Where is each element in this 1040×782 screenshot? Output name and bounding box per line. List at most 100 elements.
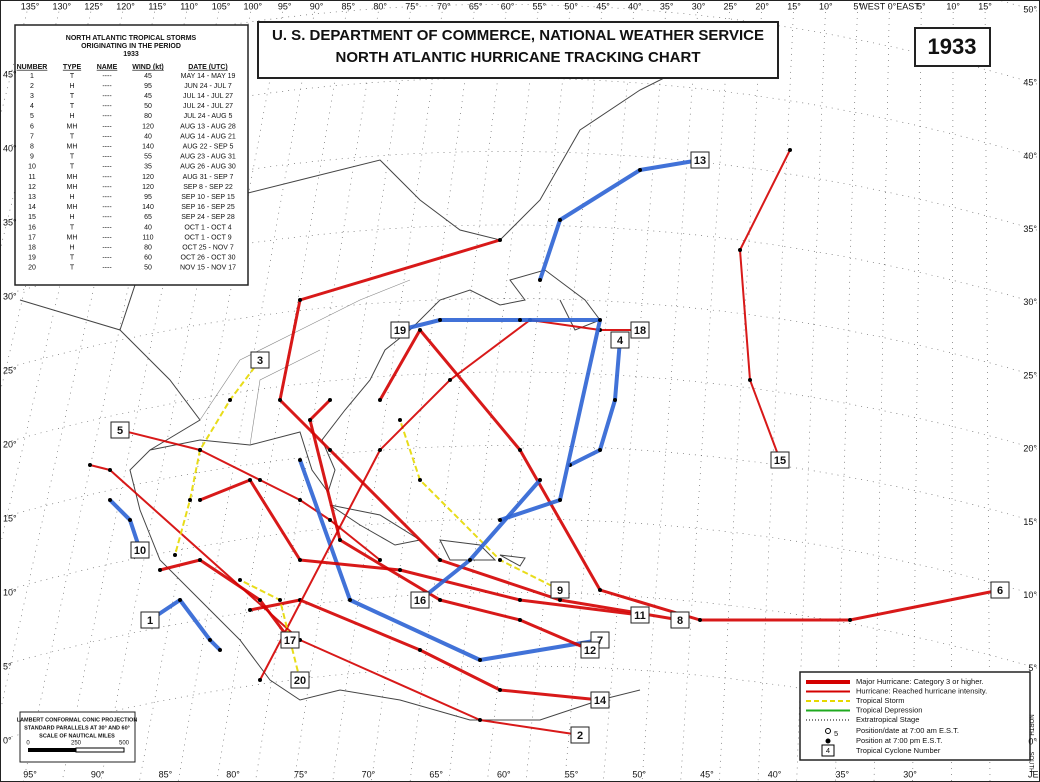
table-cell: ---- (102, 194, 112, 201)
left-degree-label: 35° (3, 217, 17, 227)
coast-east (149, 269, 601, 494)
table-frame (14, 24, 249, 286)
table-cell: 8 (30, 144, 34, 151)
position-dot (298, 298, 302, 302)
left-degree-label: 30° (3, 291, 17, 301)
bottom-degree-label: 35° (835, 769, 849, 779)
cyclone-number-box (570, 726, 590, 744)
legend-entry: Extratropical Stage (856, 715, 919, 724)
position-dot (518, 448, 522, 452)
position-dot (598, 448, 602, 452)
position-dot (258, 678, 262, 682)
legend-sample: 5 (834, 729, 838, 738)
position-dot (558, 598, 562, 602)
table-cell: H (69, 113, 74, 120)
position-dot (498, 688, 502, 692)
right-degree-label: 10° (1023, 590, 1037, 600)
column-header: TYPE (63, 64, 82, 71)
position-dot (248, 608, 252, 612)
top-degree-label: 40° (628, 1, 642, 11)
table-cell: SEP 16 - SEP 25 (181, 204, 235, 211)
table-cell: 50 (144, 103, 152, 110)
table-cell: ---- (102, 154, 112, 161)
position-dot (498, 238, 502, 242)
bottom-degree-label: 75° (294, 769, 308, 779)
table-cell: 55 (144, 154, 152, 161)
bottom-degree-label: 95° (23, 769, 37, 779)
table-cell: 15 (28, 214, 36, 221)
position-dot (498, 558, 502, 562)
track (298, 459, 601, 662)
position-dot (88, 463, 92, 467)
position-dot (108, 498, 112, 502)
position-dot (128, 518, 132, 522)
table-cell: 19 (28, 255, 36, 262)
year: 1933 (928, 34, 977, 59)
top-degree-label: 115° (148, 1, 166, 11)
right-degree-label: 25° (1023, 370, 1037, 380)
top-degree-label: 95° (278, 1, 292, 11)
column-header: NAME (97, 64, 118, 71)
position-dot (538, 478, 542, 482)
position-dot (468, 558, 472, 562)
table-cell: ---- (102, 83, 112, 90)
table-cell: 12 (28, 184, 36, 191)
table-cell: 95 (144, 194, 152, 201)
projection-note: LAMBERT CONFORMAL CONIC PROJECTION STAND… (17, 711, 138, 763)
parallel (0, 592, 1040, 670)
cyclone-number: 19 (394, 325, 406, 337)
left-degree-label: 5° (3, 661, 12, 671)
track (538, 158, 701, 281)
top-degree-label: 110° (180, 1, 198, 11)
islands (329, 504, 526, 567)
table-cell: T (70, 224, 75, 231)
track (399, 419, 561, 591)
table-cell: OCT 26 - OCT 30 (181, 255, 236, 262)
meridian (23, 0, 190, 782)
position-dot (158, 568, 162, 572)
table-cell: AUG 14 - AUG 21 (180, 133, 236, 140)
table-cell: 140 (142, 144, 154, 151)
meridian (564, 0, 636, 782)
track (239, 579, 301, 681)
table-cell: ---- (102, 265, 112, 272)
left-degree-label: 0° (3, 735, 12, 745)
legend-open-dot (825, 728, 831, 734)
position-dot (598, 318, 602, 322)
hemisphere-label: NORTH (1027, 714, 1033, 735)
position-dot (788, 148, 792, 152)
note-line: LAMBERT CONFORMAL CONIC PROJECTION (17, 717, 138, 723)
table-cell: AUG 26 - AUG 30 (180, 164, 236, 171)
track (569, 339, 622, 467)
table-cell: SEP 10 - SEP 15 (181, 194, 235, 201)
bottom-degree-label: 50° (632, 769, 646, 779)
table-cell: 18 (28, 245, 36, 252)
cyclone-number-box (110, 421, 130, 439)
table-cell: JUL 24 - JUL 27 (183, 103, 233, 110)
position-dot (328, 518, 332, 522)
top-degree-label: 30° (692, 1, 706, 11)
position-dot (478, 718, 482, 722)
top-degree-label: 15° (787, 1, 801, 11)
cyclone-number: 18 (634, 325, 646, 337)
top-degree-label: 100° (244, 1, 263, 11)
parallel (0, 445, 1040, 524)
legend-filled-dot (825, 738, 831, 744)
table-cell: ---- (102, 103, 112, 110)
position-dot (558, 498, 562, 502)
table-title: 1933 (123, 51, 139, 58)
top-degree-label: 105° (212, 1, 231, 11)
legend-entry: Position at 7:00 pm E.S.T. (856, 736, 942, 745)
table-cell: ---- (102, 214, 112, 221)
title-box: U. S. DEPARTMENT OF COMMERCE, NATIONAL W… (257, 21, 991, 79)
table-cell: 95 (144, 83, 152, 90)
table-cell: 9 (30, 154, 34, 161)
table-cell: H (69, 245, 74, 252)
right-degree-label: 5° (1028, 663, 1037, 673)
track (199, 478, 641, 617)
top-degree-label: 130° (53, 1, 72, 11)
title-line: U. S. DEPARTMENT OF COMMERCE, NATIONAL W… (272, 27, 764, 44)
legend-entry: Tropical Depression (856, 705, 922, 714)
table-cell: MAY 14 - MAY 19 (181, 73, 236, 80)
position-dot (418, 328, 422, 332)
